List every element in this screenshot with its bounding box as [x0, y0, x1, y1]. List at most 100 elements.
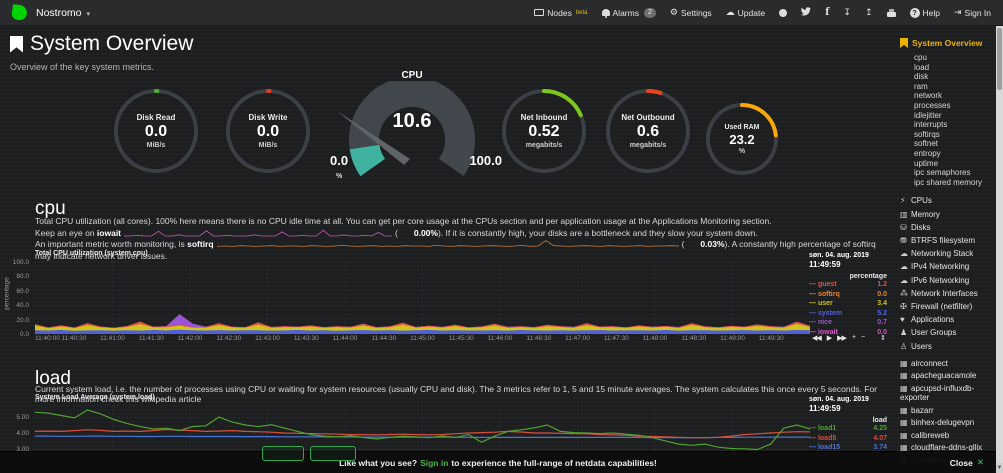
- nav-update[interactable]: ☁ Update: [726, 7, 765, 18]
- skip-forward-icon[interactable]: ▶▶: [837, 335, 847, 342]
- used-ram-gauge[interactable]: Used RAM 23.2%: [703, 100, 781, 178]
- sidebar-app-binhex-delugevpn[interactable]: ▦ binhex-delugevpn: [900, 418, 996, 428]
- sidebar-section-applications[interactable]: ♥ Applications: [900, 313, 996, 326]
- nav-upload[interactable]: ↥: [865, 7, 873, 18]
- sidebar-section-networking-stack[interactable]: ☁ Networking Stack: [900, 247, 996, 260]
- resize-icon[interactable]: ⇕: [880, 335, 887, 342]
- zoom-in-icon[interactable]: +: [851, 334, 856, 341]
- skip-back-icon[interactable]: ◀◀: [812, 335, 822, 342]
- twitter-icon: [800, 7, 812, 18]
- nav-github[interactable]: [779, 8, 788, 17]
- nav-twitter[interactable]: [800, 7, 812, 18]
- nav-facebook[interactable]: f: [825, 7, 829, 18]
- sign-in-icon: ⇥: [953, 7, 962, 17]
- cpu-chart-title: Total CPU utilization (system.cpu): [35, 250, 148, 257]
- gauge-units: megabits/s: [629, 142, 667, 149]
- play-icon[interactable]: ▶: [826, 335, 832, 342]
- nav-print[interactable]: [886, 8, 896, 17]
- sidebar-app-airconnect[interactable]: ▦ airconnect: [900, 359, 996, 369]
- sidebar-item-entropy[interactable]: entropy: [914, 148, 941, 158]
- legend-value: 4.25: [873, 425, 887, 432]
- legend-row-softirq[interactable]: softirq 0.0: [809, 290, 887, 300]
- cpu-gauge[interactable]: CPU 10.6 0.0 100.0 %: [322, 70, 502, 182]
- scrollbar-down-arrow[interactable]: ▼: [996, 463, 1003, 473]
- sidebar-item-disk[interactable]: disk: [914, 72, 929, 82]
- clipped-green-button[interactable]: [262, 446, 304, 461]
- alarms-count-badge: 2: [643, 7, 656, 18]
- sidebar-item-system-overview[interactable]: System Overview: [900, 38, 996, 48]
- sidebar-item-softirqs[interactable]: softirqs: [914, 129, 940, 139]
- sidebar-app-calibreweb[interactable]: ▦ calibreweb: [900, 431, 996, 441]
- nav-nodes[interactable]: Nodes beta: [534, 8, 588, 18]
- hostname-dropdown[interactable]: Nostromo ▾: [36, 6, 91, 19]
- nav-help-label: Help: [922, 7, 940, 18]
- legend-name: load15: [809, 443, 840, 453]
- sidebar-item-processes[interactable]: processes: [914, 100, 951, 110]
- sidebar-app-apcupsd-influxdb-exporter[interactable]: ▦ apcupsd-influxdb-exporter: [900, 384, 996, 403]
- filesystem-icon: ⛃: [900, 235, 907, 245]
- legend-row-nice[interactable]: nice 0.7: [809, 318, 887, 328]
- cpu-chart-plot[interactable]: [35, 262, 810, 334]
- sidebar-section-network-interfaces[interactable]: ⁂ Network Interfaces: [900, 287, 996, 300]
- sidebar-section-memory[interactable]: ▥ Memory: [900, 208, 996, 221]
- legend-row-guest[interactable]: guest 1.2: [809, 280, 887, 290]
- sidebar-section-ipv4-networking[interactable]: ☁ IPv4 Networking: [900, 260, 996, 273]
- sidebar-section-cpus[interactable]: ⚡ CPUs: [900, 194, 996, 207]
- sidebar-item-ipc-shared-memory[interactable]: ipc shared memory: [914, 177, 983, 187]
- nav-signin[interactable]: ⇥ Sign In: [954, 7, 991, 18]
- sidebar-app-apacheguacamole[interactable]: ▦ apacheguacamole: [900, 371, 996, 381]
- footer-close-button[interactable]: Close ✕: [949, 457, 984, 468]
- sidebar-item-uptime[interactable]: uptime: [914, 158, 939, 168]
- axis-tick: 11:41:00: [100, 335, 125, 342]
- sidebar-section-btrfs-filesystem[interactable]: ⛃ BTRFS filesystem: [900, 234, 996, 247]
- nav-settings[interactable]: ⚙ Settings: [670, 7, 712, 18]
- legend-row-iowait[interactable]: iowait 0.0: [809, 328, 887, 338]
- nav-download[interactable]: ↧: [843, 7, 851, 18]
- legend-row-system[interactable]: system 5.2: [809, 309, 887, 319]
- sidebar-item-interrupts[interactable]: interrupts: [914, 120, 948, 130]
- nav-settings-label: Settings: [680, 7, 712, 18]
- sidebar-item-ram[interactable]: ram: [914, 81, 928, 91]
- print-icon: [886, 8, 896, 17]
- sidebar-section-label: BTRFS filesystem: [911, 235, 976, 245]
- netdata-logo-icon[interactable]: [11, 4, 28, 21]
- disk-write-gauge[interactable]: Disk Write 0.0 MiB/s: [222, 85, 314, 177]
- sidebar-item-ipc-semaphores[interactable]: ipc semaphores: [914, 168, 971, 178]
- sidebar-section-users[interactable]: ♙ Users: [900, 340, 996, 353]
- sidebar-item-idlejitter[interactable]: idlejitter: [914, 110, 942, 120]
- page-scrollbar[interactable]: ▼: [996, 26, 1003, 473]
- sidebar-app-cloudflare-ddns-gllix[interactable]: ▦ cloudflare-ddns-gllix: [900, 443, 996, 453]
- sidebar-app-bazarr[interactable]: ▦ bazarr: [900, 406, 996, 416]
- nav-alarms[interactable]: Alarms 2: [601, 7, 656, 18]
- legend-row-user[interactable]: user 3.4: [809, 299, 887, 309]
- clipped-green-button[interactable]: [310, 446, 356, 461]
- disk-read-gauge[interactable]: Disk Read 0.0 MiB/s: [110, 85, 202, 177]
- sidebar-item-network[interactable]: network: [914, 91, 943, 101]
- softirq-sparkline[interactable]: [216, 239, 679, 248]
- legend-row-load5[interactable]: load5 4.07: [809, 434, 887, 444]
- sidebar-app-label: airconnect: [911, 358, 948, 368]
- load-chart-plot[interactable]: [35, 406, 810, 452]
- legend-row-load1[interactable]: load1 4.25: [809, 424, 887, 434]
- zoom-out-icon[interactable]: −: [861, 334, 865, 341]
- sidebar-item-cpu[interactable]: cpu: [914, 53, 927, 62]
- gauge-label: Disk Write: [248, 113, 288, 122]
- nav-help[interactable]: ? Help: [909, 7, 940, 18]
- memory-icon: ▥: [900, 209, 908, 219]
- sidebar-item-softnet[interactable]: softnet: [914, 139, 939, 149]
- sidebar-section-firewall-netfilter-[interactable]: ✠ Firewall (netfilter): [900, 300, 996, 313]
- net-outbound-gauge[interactable]: Net Outbound 0.6 megabits/s: [602, 85, 694, 177]
- scrollbar-thumb[interactable]: [997, 28, 1002, 90]
- legend-row-load15[interactable]: load15 3.74: [809, 443, 887, 453]
- footer-sign-in-link[interactable]: Sign in: [420, 457, 449, 468]
- sidebar-section-ipv6-networking[interactable]: ☁ IPv6 Networking: [900, 274, 996, 287]
- axis-tick: 60.0: [16, 287, 29, 295]
- main-content: System Overview Overview of the key syst…: [0, 26, 893, 473]
- sidebar-item-load[interactable]: load: [914, 62, 930, 72]
- sidebar-section-user-groups[interactable]: ♟ User Groups: [900, 326, 996, 339]
- sidebar-section-disks[interactable]: ⛁ Disks: [900, 221, 996, 234]
- axis-tick: 11:40:00: [35, 335, 60, 342]
- iowait-sparkline[interactable]: [124, 228, 393, 237]
- net-inbound-gauge[interactable]: Net Inbound 0.52 megabits/s: [498, 85, 590, 177]
- legend-name: nice: [809, 318, 832, 328]
